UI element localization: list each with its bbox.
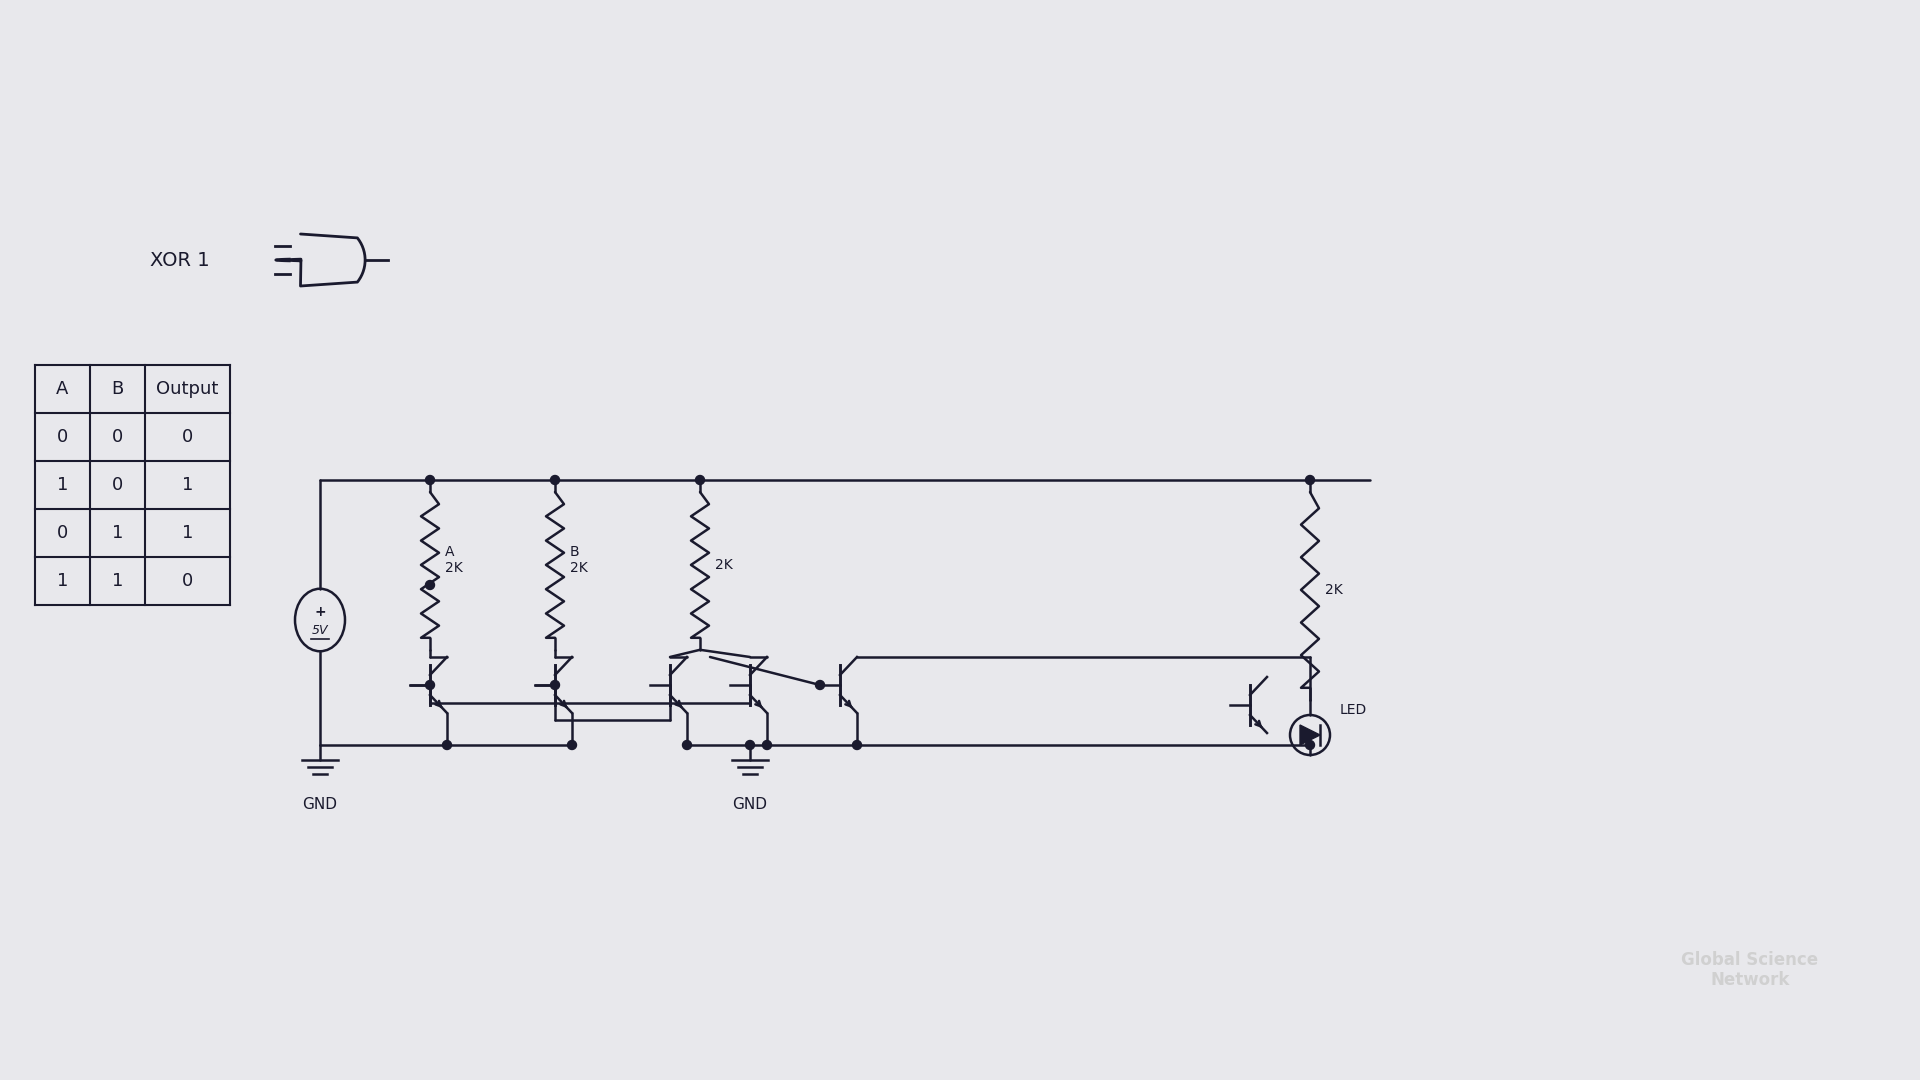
Circle shape bbox=[682, 741, 691, 750]
Text: XOR 1: XOR 1 bbox=[150, 251, 209, 270]
Text: 1: 1 bbox=[111, 524, 123, 542]
Circle shape bbox=[551, 475, 559, 485]
Text: 0: 0 bbox=[111, 428, 123, 446]
Text: +: + bbox=[315, 605, 326, 619]
Circle shape bbox=[426, 680, 434, 689]
Text: Global Science
Network: Global Science Network bbox=[1682, 950, 1818, 989]
Circle shape bbox=[568, 741, 576, 750]
Text: Output: Output bbox=[156, 380, 219, 399]
Circle shape bbox=[1306, 741, 1315, 750]
Circle shape bbox=[426, 475, 434, 485]
Text: 0: 0 bbox=[182, 428, 194, 446]
Text: A
2K: A 2K bbox=[445, 544, 463, 575]
Circle shape bbox=[551, 680, 559, 689]
Text: 2K: 2K bbox=[714, 558, 733, 572]
Text: B
2K: B 2K bbox=[570, 544, 588, 575]
Circle shape bbox=[1306, 475, 1315, 485]
Text: 0: 0 bbox=[58, 524, 67, 542]
Text: 0: 0 bbox=[111, 476, 123, 494]
Text: A: A bbox=[56, 380, 69, 399]
Text: 1: 1 bbox=[58, 476, 69, 494]
Circle shape bbox=[442, 741, 451, 750]
Text: 5V: 5V bbox=[311, 623, 328, 636]
Text: 1: 1 bbox=[111, 572, 123, 590]
Text: GND: GND bbox=[733, 797, 768, 812]
Text: GND: GND bbox=[303, 797, 338, 812]
Polygon shape bbox=[1300, 725, 1321, 745]
Text: 1: 1 bbox=[58, 572, 69, 590]
Circle shape bbox=[695, 475, 705, 485]
Text: 1: 1 bbox=[182, 476, 194, 494]
Text: 2K: 2K bbox=[1325, 583, 1342, 597]
Text: 0: 0 bbox=[58, 428, 67, 446]
Circle shape bbox=[816, 680, 824, 689]
Text: 0: 0 bbox=[182, 572, 194, 590]
Text: B: B bbox=[111, 380, 123, 399]
Circle shape bbox=[852, 741, 862, 750]
Circle shape bbox=[426, 581, 434, 590]
Text: LED: LED bbox=[1340, 703, 1367, 717]
Circle shape bbox=[762, 741, 772, 750]
Text: 1: 1 bbox=[182, 524, 194, 542]
Circle shape bbox=[745, 741, 755, 750]
